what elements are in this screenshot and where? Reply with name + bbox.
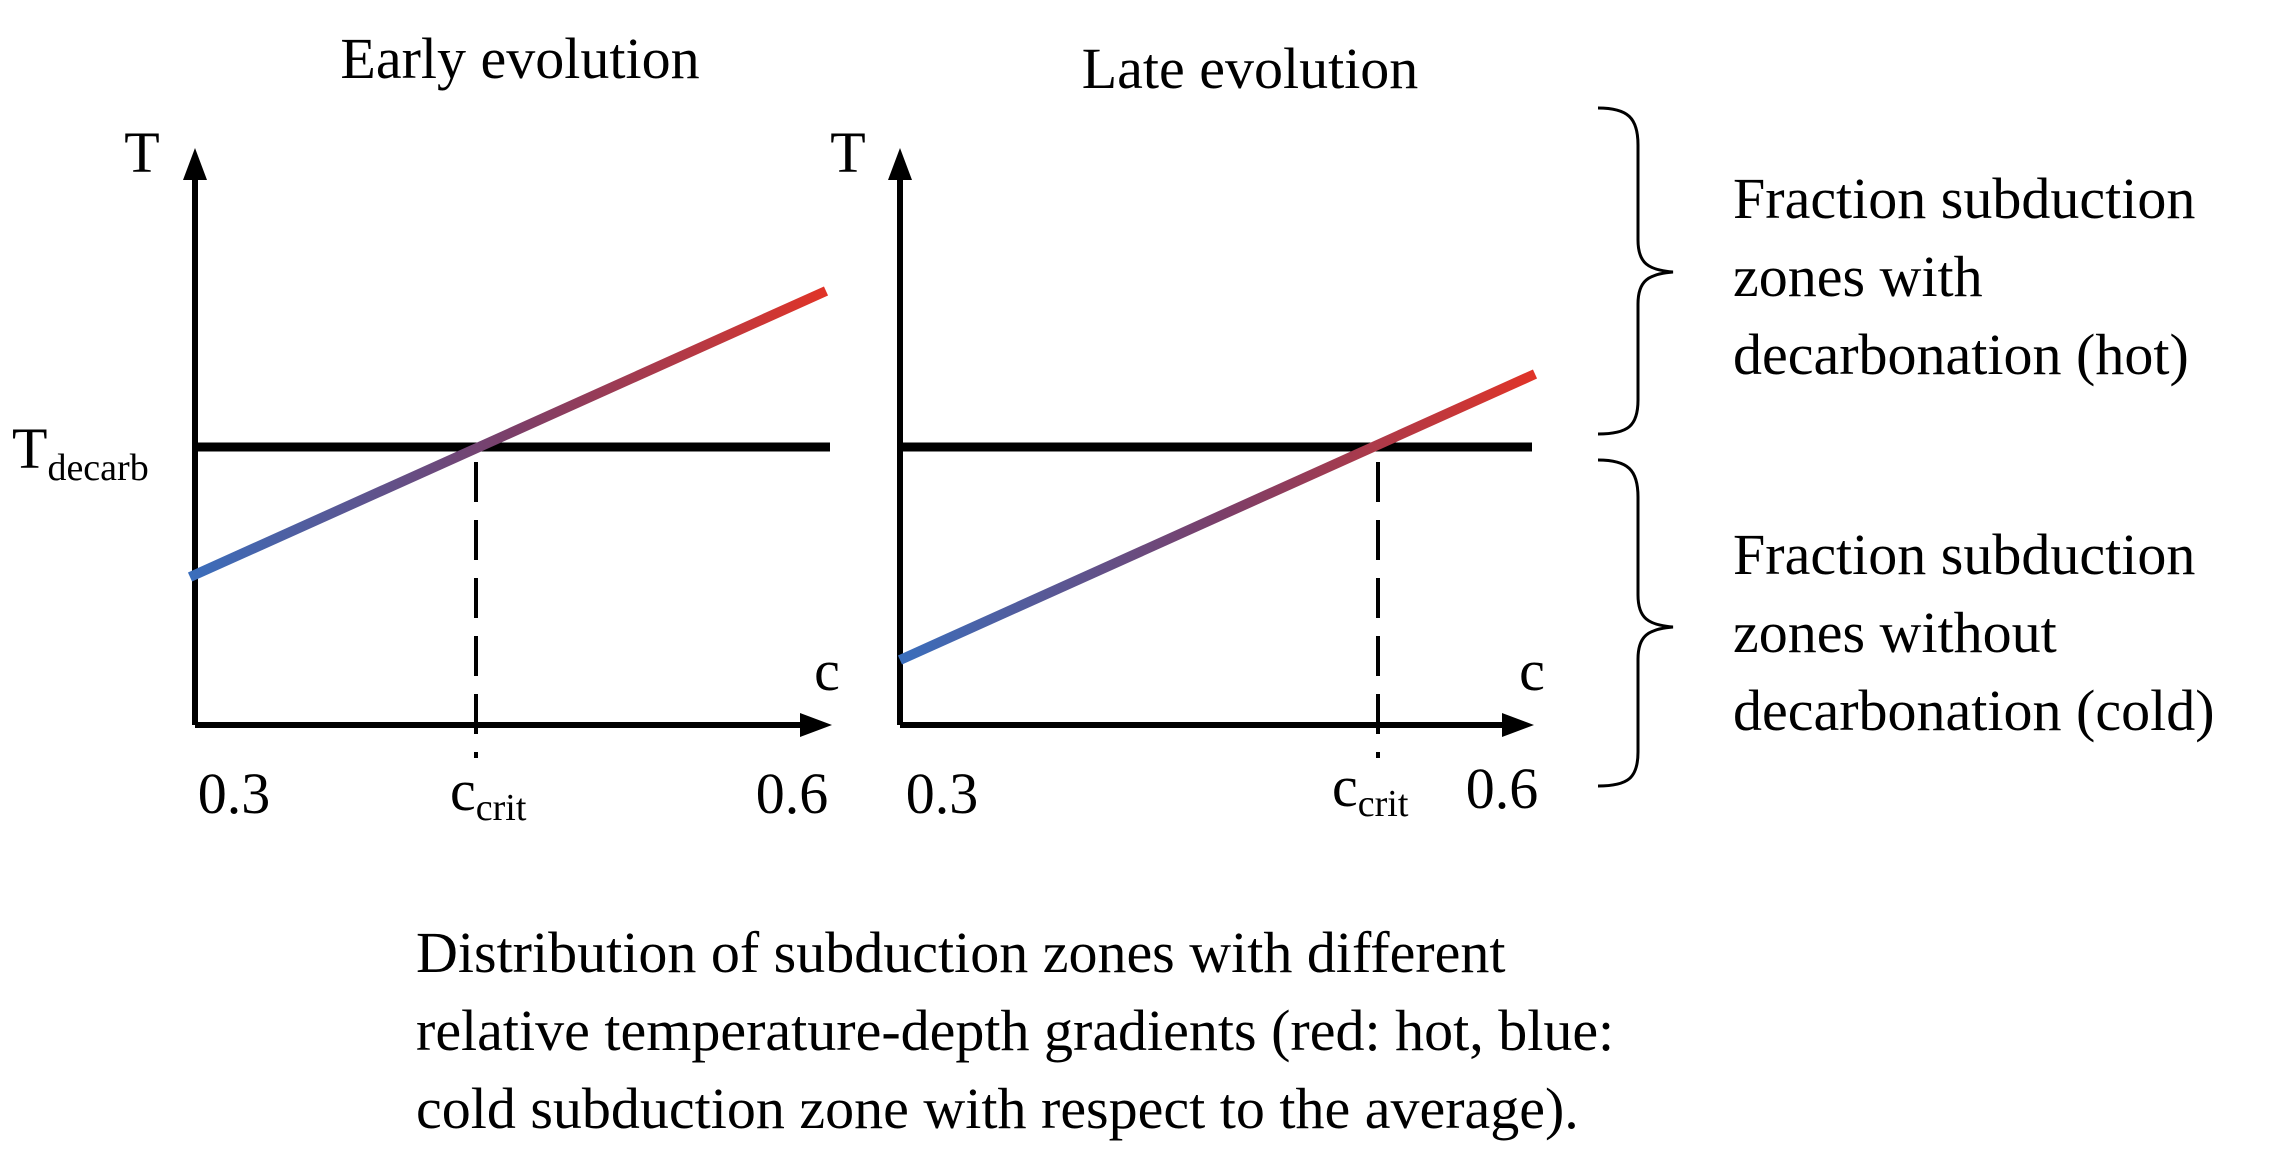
- brace-cold: [1597, 458, 1674, 788]
- x-axis-label-early: c: [814, 638, 840, 703]
- y-axis-arrow-early: [183, 148, 207, 180]
- svg-text:zones with: zones with: [1733, 244, 1983, 309]
- y-axis-arrow-late: [888, 148, 912, 180]
- svg-text:Fraction subduction: Fraction subduction: [1733, 522, 2195, 587]
- x-tick-right-early: 0.6: [756, 761, 829, 826]
- brace-label-hot: Fraction subduction zones with decarbona…: [1733, 166, 2195, 387]
- ccrit-label-late: ccrit: [1332, 754, 1409, 825]
- panel-late: Late evolution T c 0.3 0.6 ccrit: [830, 36, 1545, 826]
- y-axis-label-late: T: [830, 120, 865, 185]
- x-tick-right-late: 0.6: [1466, 756, 1539, 821]
- x-axis-arrow-late: [1502, 713, 1534, 737]
- legend: Distribution of subduction zones with di…: [186, 920, 1614, 1141]
- svg-text:zones without: zones without: [1733, 600, 2057, 665]
- svg-text:decarbonation (cold): decarbonation (cold): [1733, 678, 2215, 743]
- x-tick-left-late: 0.3: [906, 761, 979, 826]
- legend-line-2: relative temperature-depth gradients (re…: [416, 998, 1614, 1063]
- legend-line-1: Distribution of subduction zones with di…: [416, 920, 1505, 985]
- distribution-line-late: [897, 369, 1538, 665]
- svg-text:Fraction subduction: Fraction subduction: [1733, 166, 2195, 231]
- panel-title-late: Late evolution: [1082, 36, 1419, 101]
- legend-line-3: cold subduction zone with respect to the…: [416, 1076, 1579, 1141]
- ccrit-label-early: ccrit: [450, 758, 527, 829]
- x-axis-label-late: c: [1519, 638, 1545, 703]
- x-axis-arrow-early: [800, 713, 832, 737]
- x-tick-left-early: 0.3: [198, 761, 271, 826]
- distribution-line-early: [187, 286, 829, 582]
- brace-label-cold: Fraction subduction zones without decarb…: [1733, 522, 2215, 743]
- y-axis-label-early: T: [124, 120, 159, 185]
- panel-title-early: Early evolution: [340, 26, 699, 91]
- svg-text:decarbonation (hot): decarbonation (hot): [1733, 322, 2189, 387]
- brace-hot: [1597, 106, 1674, 436]
- panel-early: Early evolution T c 0.3 0.6 ccrit Tdecar…: [12, 26, 840, 829]
- threshold-label: Tdecarb: [12, 416, 149, 489]
